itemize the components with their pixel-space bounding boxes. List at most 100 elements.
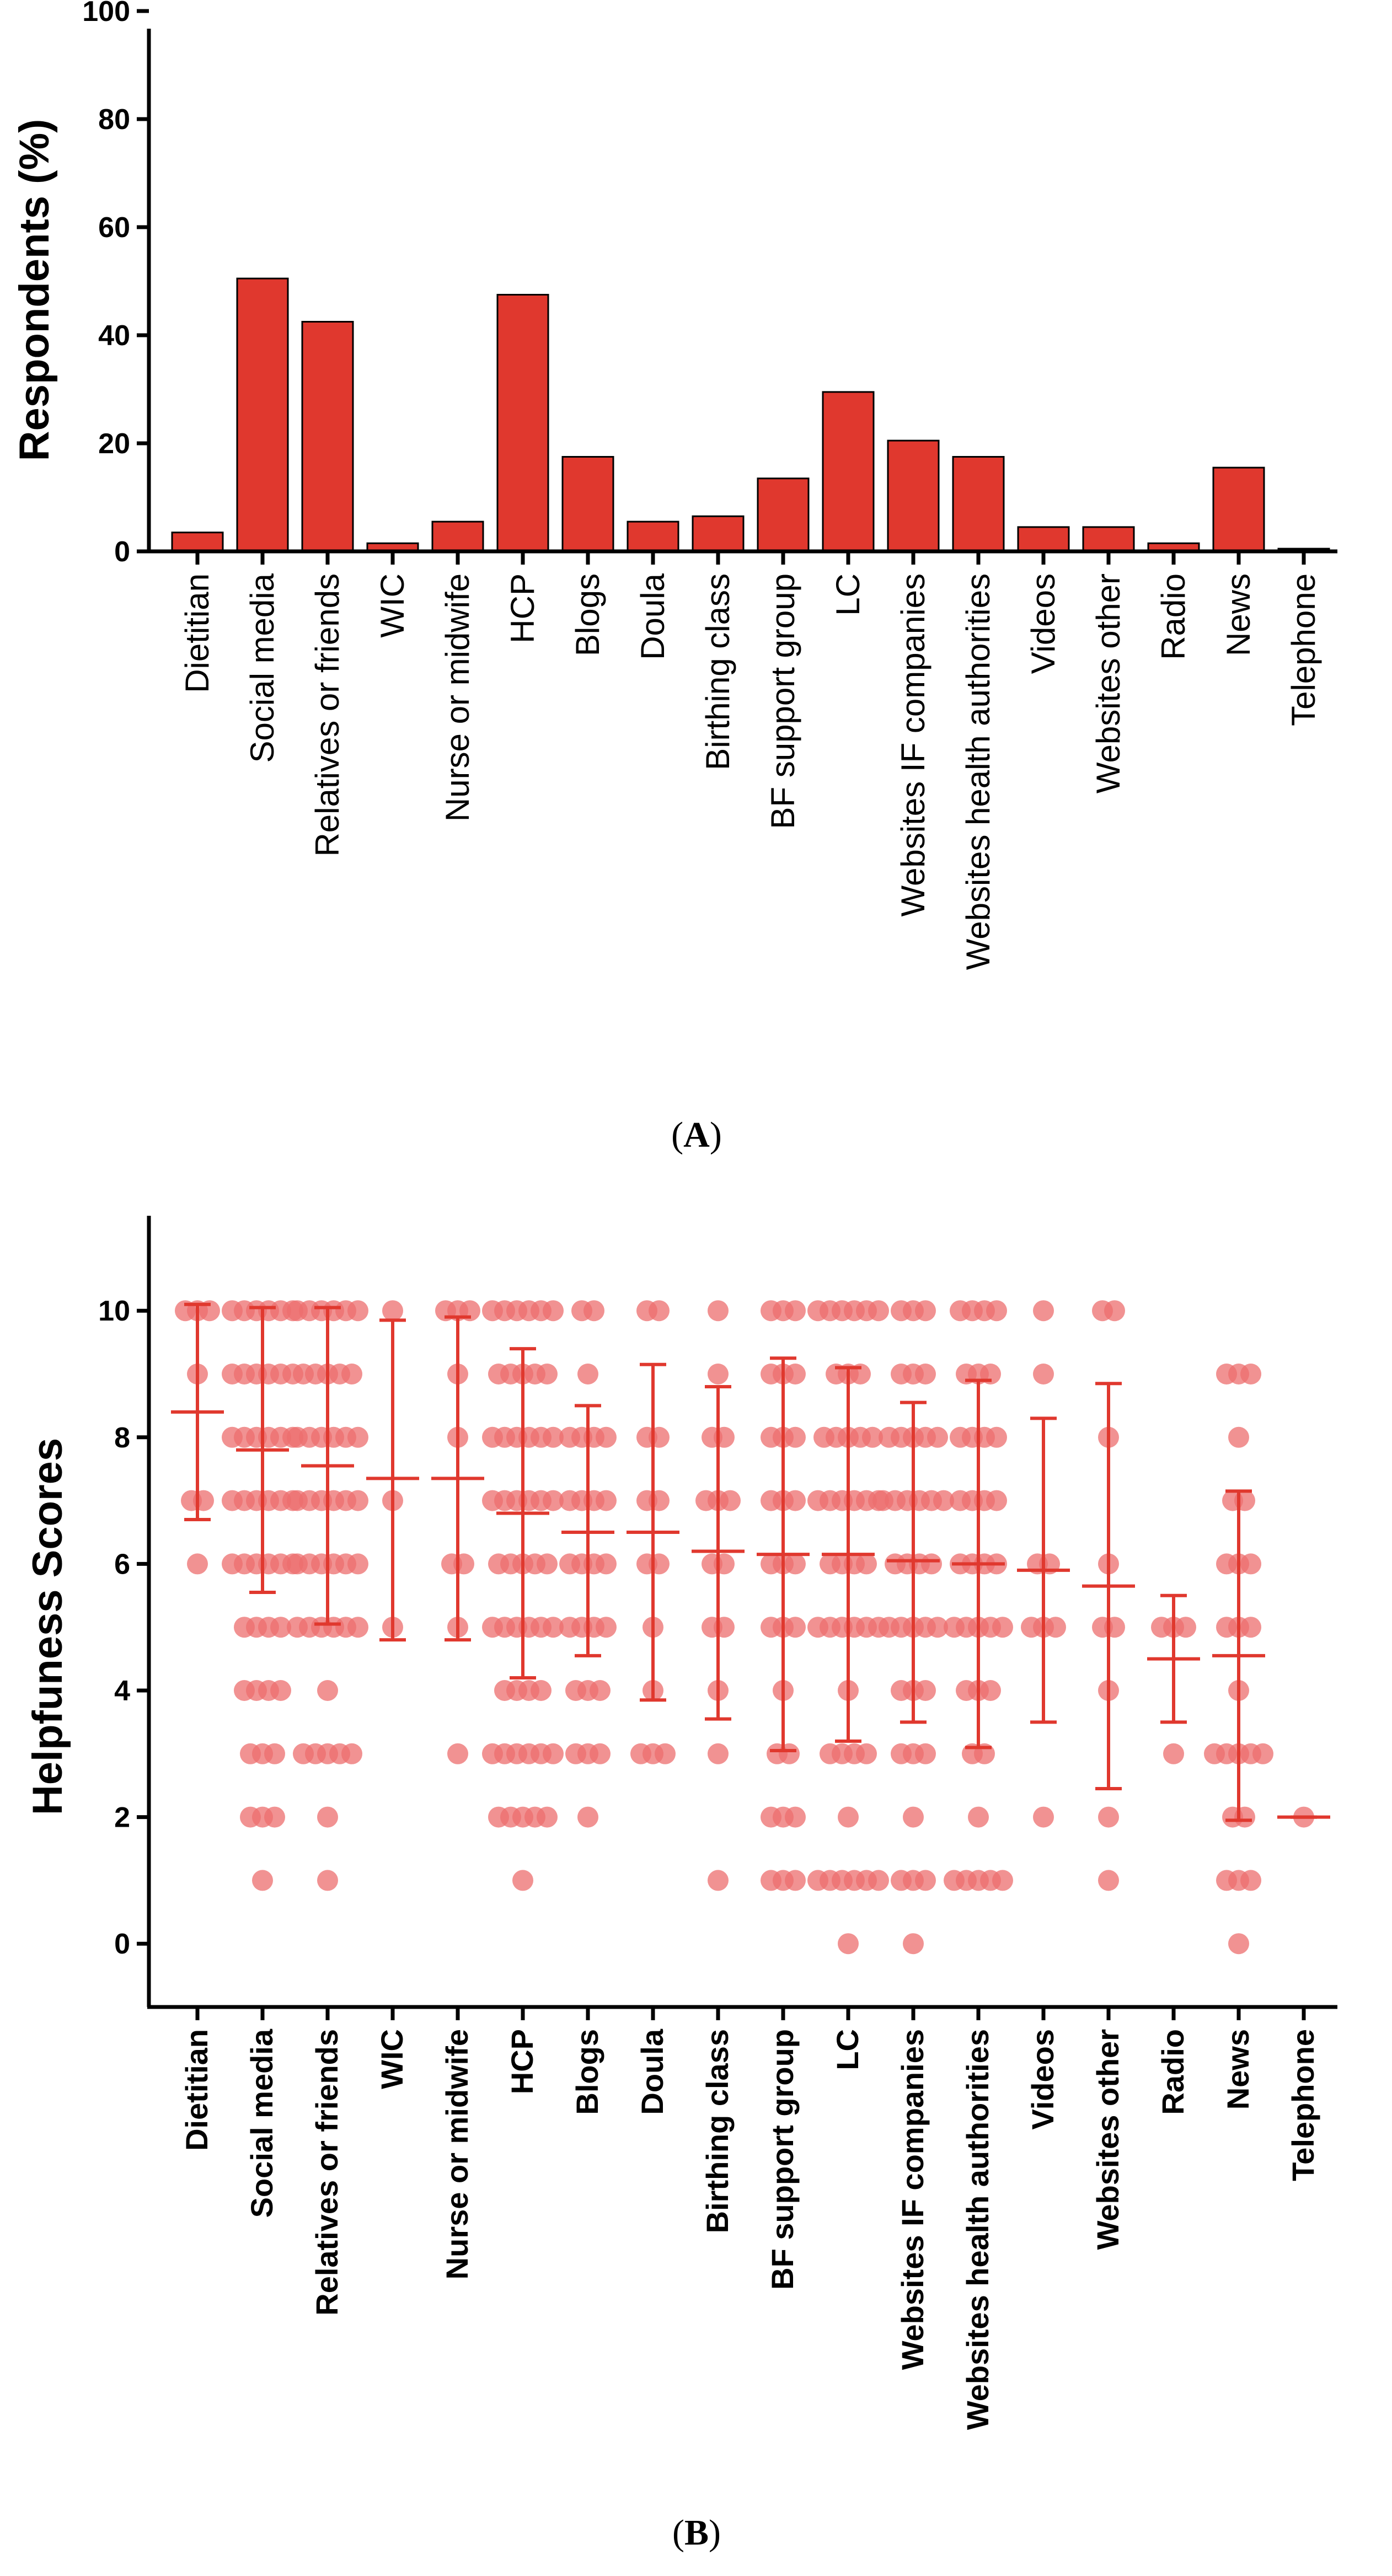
point-bf-support-group: [785, 1426, 806, 1448]
point-doula: [655, 1743, 676, 1764]
point-websites-if-companies: [933, 1490, 954, 1511]
chart-a-y-tick-label: 60: [98, 212, 130, 244]
point-websites-other: [1104, 1300, 1125, 1322]
point-news: [1240, 1364, 1261, 1384]
chart-b-x-tick-label: Social media: [244, 2028, 279, 2218]
point-websites-other: [1098, 1870, 1119, 1891]
point-relatives-or-friends: [317, 1806, 338, 1828]
point-hcp: [537, 1806, 558, 1828]
point-relatives-or-friends: [347, 1300, 368, 1322]
point-blogs: [596, 1553, 617, 1575]
point-relatives-or-friends: [317, 1680, 338, 1701]
point-websites-if-companies: [915, 1743, 936, 1764]
bar-social-media: [236, 277, 289, 552]
point-hcp: [543, 1743, 564, 1764]
point-hcp: [543, 1490, 564, 1511]
chart-a-x-tick-label: Nurse or midwife: [439, 573, 476, 822]
point-relatives-or-friends: [317, 1870, 338, 1891]
bar-bf-support-group: [757, 477, 810, 552]
point-birthing-class: [708, 1300, 729, 1322]
point-hcp: [512, 1870, 533, 1891]
point-hcp: [543, 1617, 564, 1638]
point-bf-support-group: [785, 1806, 806, 1828]
chart-b-y-tick-label: 6: [114, 1548, 130, 1580]
point-websites-health-authorities: [986, 1490, 1007, 1511]
chart-b-x-tick-label: Dietitian: [179, 2029, 214, 2151]
point-birthing-class: [708, 1870, 729, 1891]
chart-a-y-axis-label: Respondents (%): [11, 119, 58, 461]
point-lc: [868, 1300, 889, 1322]
point-websites-if-companies: [915, 1680, 936, 1701]
point-lc: [856, 1743, 877, 1764]
point-videos: [1033, 1806, 1054, 1828]
chart-a-y-tick-label: 40: [98, 320, 130, 352]
chart-a-x-tick-label: Birthing class: [699, 573, 736, 770]
chart-a-x-tick-label: News: [1220, 573, 1257, 656]
chart-b-panel-label: (B): [672, 2513, 721, 2553]
chart-a-x-tick-label: Social media: [244, 573, 281, 763]
point-lc: [838, 1933, 859, 1955]
point-social-media: [264, 1806, 285, 1828]
bar-websites-if-companies: [887, 439, 940, 552]
point-doula: [649, 1300, 670, 1322]
chart-a-x-tick-label: Relatives or friends: [309, 573, 346, 857]
point-news: [1240, 1617, 1261, 1638]
chart-b-scatter-helpfulness: 0 2 4 6 8 10 Dietitian Social media Relatives o…: [24, 1216, 1337, 2553]
chart-a-y-tick-label: 20: [98, 428, 130, 460]
chart-b-x-tick-label: BF support group: [765, 2029, 800, 2290]
chart-b-x-tick-label: News: [1220, 2029, 1255, 2110]
chart-a-x-tick-labels: Dietitian Social media Relatives or friend…: [179, 551, 1322, 970]
bar-doula: [627, 520, 679, 552]
point-bf-support-group: [785, 1617, 806, 1638]
point-websites-health-authorities: [980, 1680, 1001, 1701]
chart-a-x-tick-label: Telephone: [1285, 573, 1322, 726]
point-blogs: [583, 1300, 604, 1322]
chart-b-x-tick-labels: Dietitian Social media Relatives or friend…: [179, 2007, 1320, 2430]
chart-b-y-ticks: 0 2 4 6 8 10: [98, 1295, 149, 1960]
chart-b-y-axis-label: Helpfuness Scores: [24, 1438, 71, 1815]
point-websites-if-companies: [903, 1806, 924, 1828]
point-videos: [1033, 1300, 1054, 1322]
point-videos: [1045, 1617, 1066, 1638]
point-hcp: [543, 1426, 564, 1448]
chart-b-y-tick-label: 2: [114, 1802, 130, 1834]
chart-b-y-tick-label: 8: [114, 1422, 130, 1454]
point-bf-support-group: [785, 1490, 806, 1511]
point-websites-if-companies: [927, 1617, 948, 1638]
point-bf-support-group: [785, 1870, 806, 1891]
chart-a-x-tick-label: BF support group: [764, 573, 801, 829]
point-websites-if-companies: [915, 1870, 936, 1891]
point-relatives-or-friends: [341, 1743, 362, 1764]
bar-websites-health-authorities: [952, 456, 1005, 552]
point-lc: [862, 1426, 883, 1448]
point-blogs: [596, 1426, 617, 1448]
point-relatives-or-friends: [347, 1426, 368, 1448]
chart-a-bars: [171, 277, 1330, 552]
point-blogs: [577, 1806, 598, 1828]
bar-videos: [1017, 526, 1070, 552]
chart-a-x-tick-label: LC: [829, 573, 866, 616]
point-bf-support-group: [785, 1364, 806, 1384]
point-websites-health-authorities: [968, 1806, 989, 1828]
point-birthing-class: [720, 1490, 741, 1511]
chart-b-x-tick-label: Websites IF companies: [895, 2029, 930, 2370]
point-hcp: [537, 1364, 558, 1384]
chart-b-panel-letter: B: [684, 2513, 709, 2553]
chart-b-x-tick-label: Radio: [1155, 2029, 1190, 2115]
chart-a-x-tick-label: Websites health authorities: [960, 573, 997, 970]
point-hcp: [543, 1300, 564, 1322]
point-relatives-or-friends: [347, 1617, 368, 1638]
point-blogs: [596, 1490, 617, 1511]
point-social-media: [252, 1870, 273, 1891]
bar-lc: [822, 391, 875, 552]
chart-b-x-tick-label: Birthing class: [700, 2029, 735, 2233]
point-birthing-class: [708, 1743, 729, 1764]
point-blogs: [590, 1743, 611, 1764]
point-radio: [1175, 1617, 1196, 1638]
chart-a-x-tick-label: Websites other: [1090, 573, 1127, 793]
chart-b-y-tick-label: 0: [114, 1928, 130, 1960]
bar-birthing-class: [692, 515, 745, 552]
chart-a-y-tick-label: 0: [114, 536, 130, 568]
chart-b-y-tick-label: 4: [114, 1675, 130, 1707]
